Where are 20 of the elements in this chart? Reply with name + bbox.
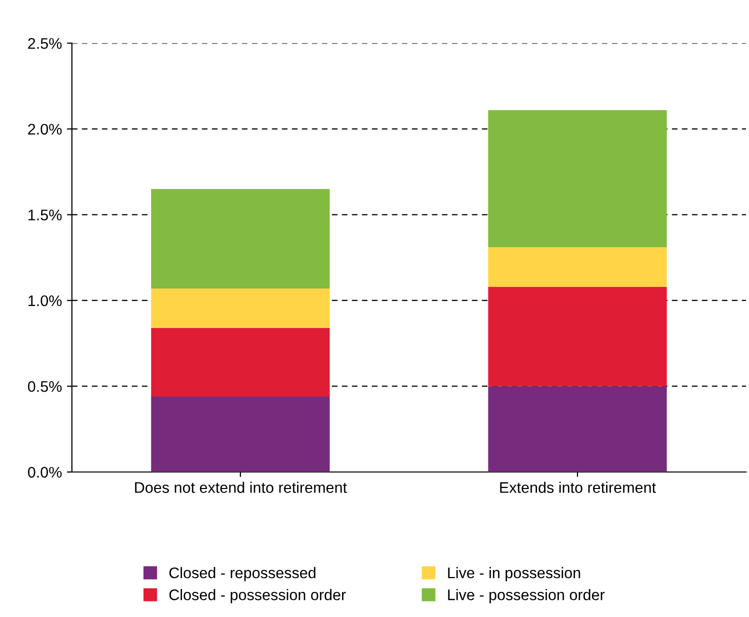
y-tick-label: 0.0% — [28, 466, 62, 478]
bar — [488, 110, 667, 248]
legend-label: Closed - possession order — [169, 589, 346, 604]
y-tick-label: 1.0% — [28, 295, 62, 306]
legend-label: Live - in possession — [448, 567, 580, 582]
y-tick-label: 2.5% — [28, 38, 62, 49]
bar — [151, 288, 330, 328]
bar — [488, 247, 667, 287]
y-tick-label: 2.0% — [28, 124, 62, 135]
y-tick-label: 1.5% — [28, 210, 62, 220]
bar — [151, 396, 330, 472]
legend-label: Closed - repossessed — [169, 567, 316, 582]
y-tick-label: 0.5% — [28, 381, 62, 392]
bar — [488, 386, 667, 472]
legend-label: Live - possession order — [448, 589, 605, 604]
x-tick-label: Extends into retirement — [500, 482, 656, 493]
x-tick-label: Does not extend into retirement — [135, 482, 347, 493]
bar — [488, 286, 667, 386]
bar — [151, 188, 330, 288]
bar — [151, 328, 330, 397]
